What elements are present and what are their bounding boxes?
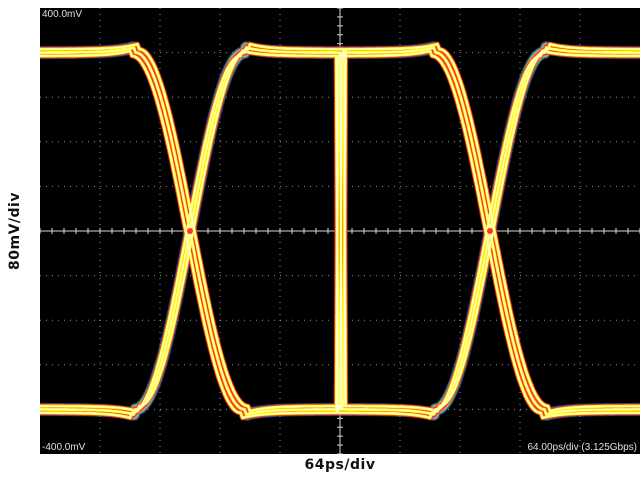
falling-trace: [40, 47, 640, 415]
scope-display: 400.0mV -400.0mV 64.00ps/div (3.125Gbps): [40, 8, 640, 454]
falling-trace: [40, 50, 640, 419]
bottom-reference-label: -400.0mV: [42, 442, 86, 453]
y-axis-label-text: 80mV/div: [7, 192, 23, 270]
crossing-point: [487, 228, 493, 234]
rising-trace: [40, 50, 640, 419]
rising-trace: [40, 43, 640, 412]
y-axis-label: 80mV/div: [0, 8, 30, 454]
falling-trace: [40, 43, 640, 412]
x-axis-label: 64ps/div: [304, 457, 376, 473]
eye-diagram-plot: [40, 8, 640, 454]
top-reference-label: 400.0mV: [42, 9, 83, 20]
timebase-readout: 64.00ps/div (3.125Gbps): [527, 442, 637, 453]
crossing-point: [187, 228, 193, 234]
